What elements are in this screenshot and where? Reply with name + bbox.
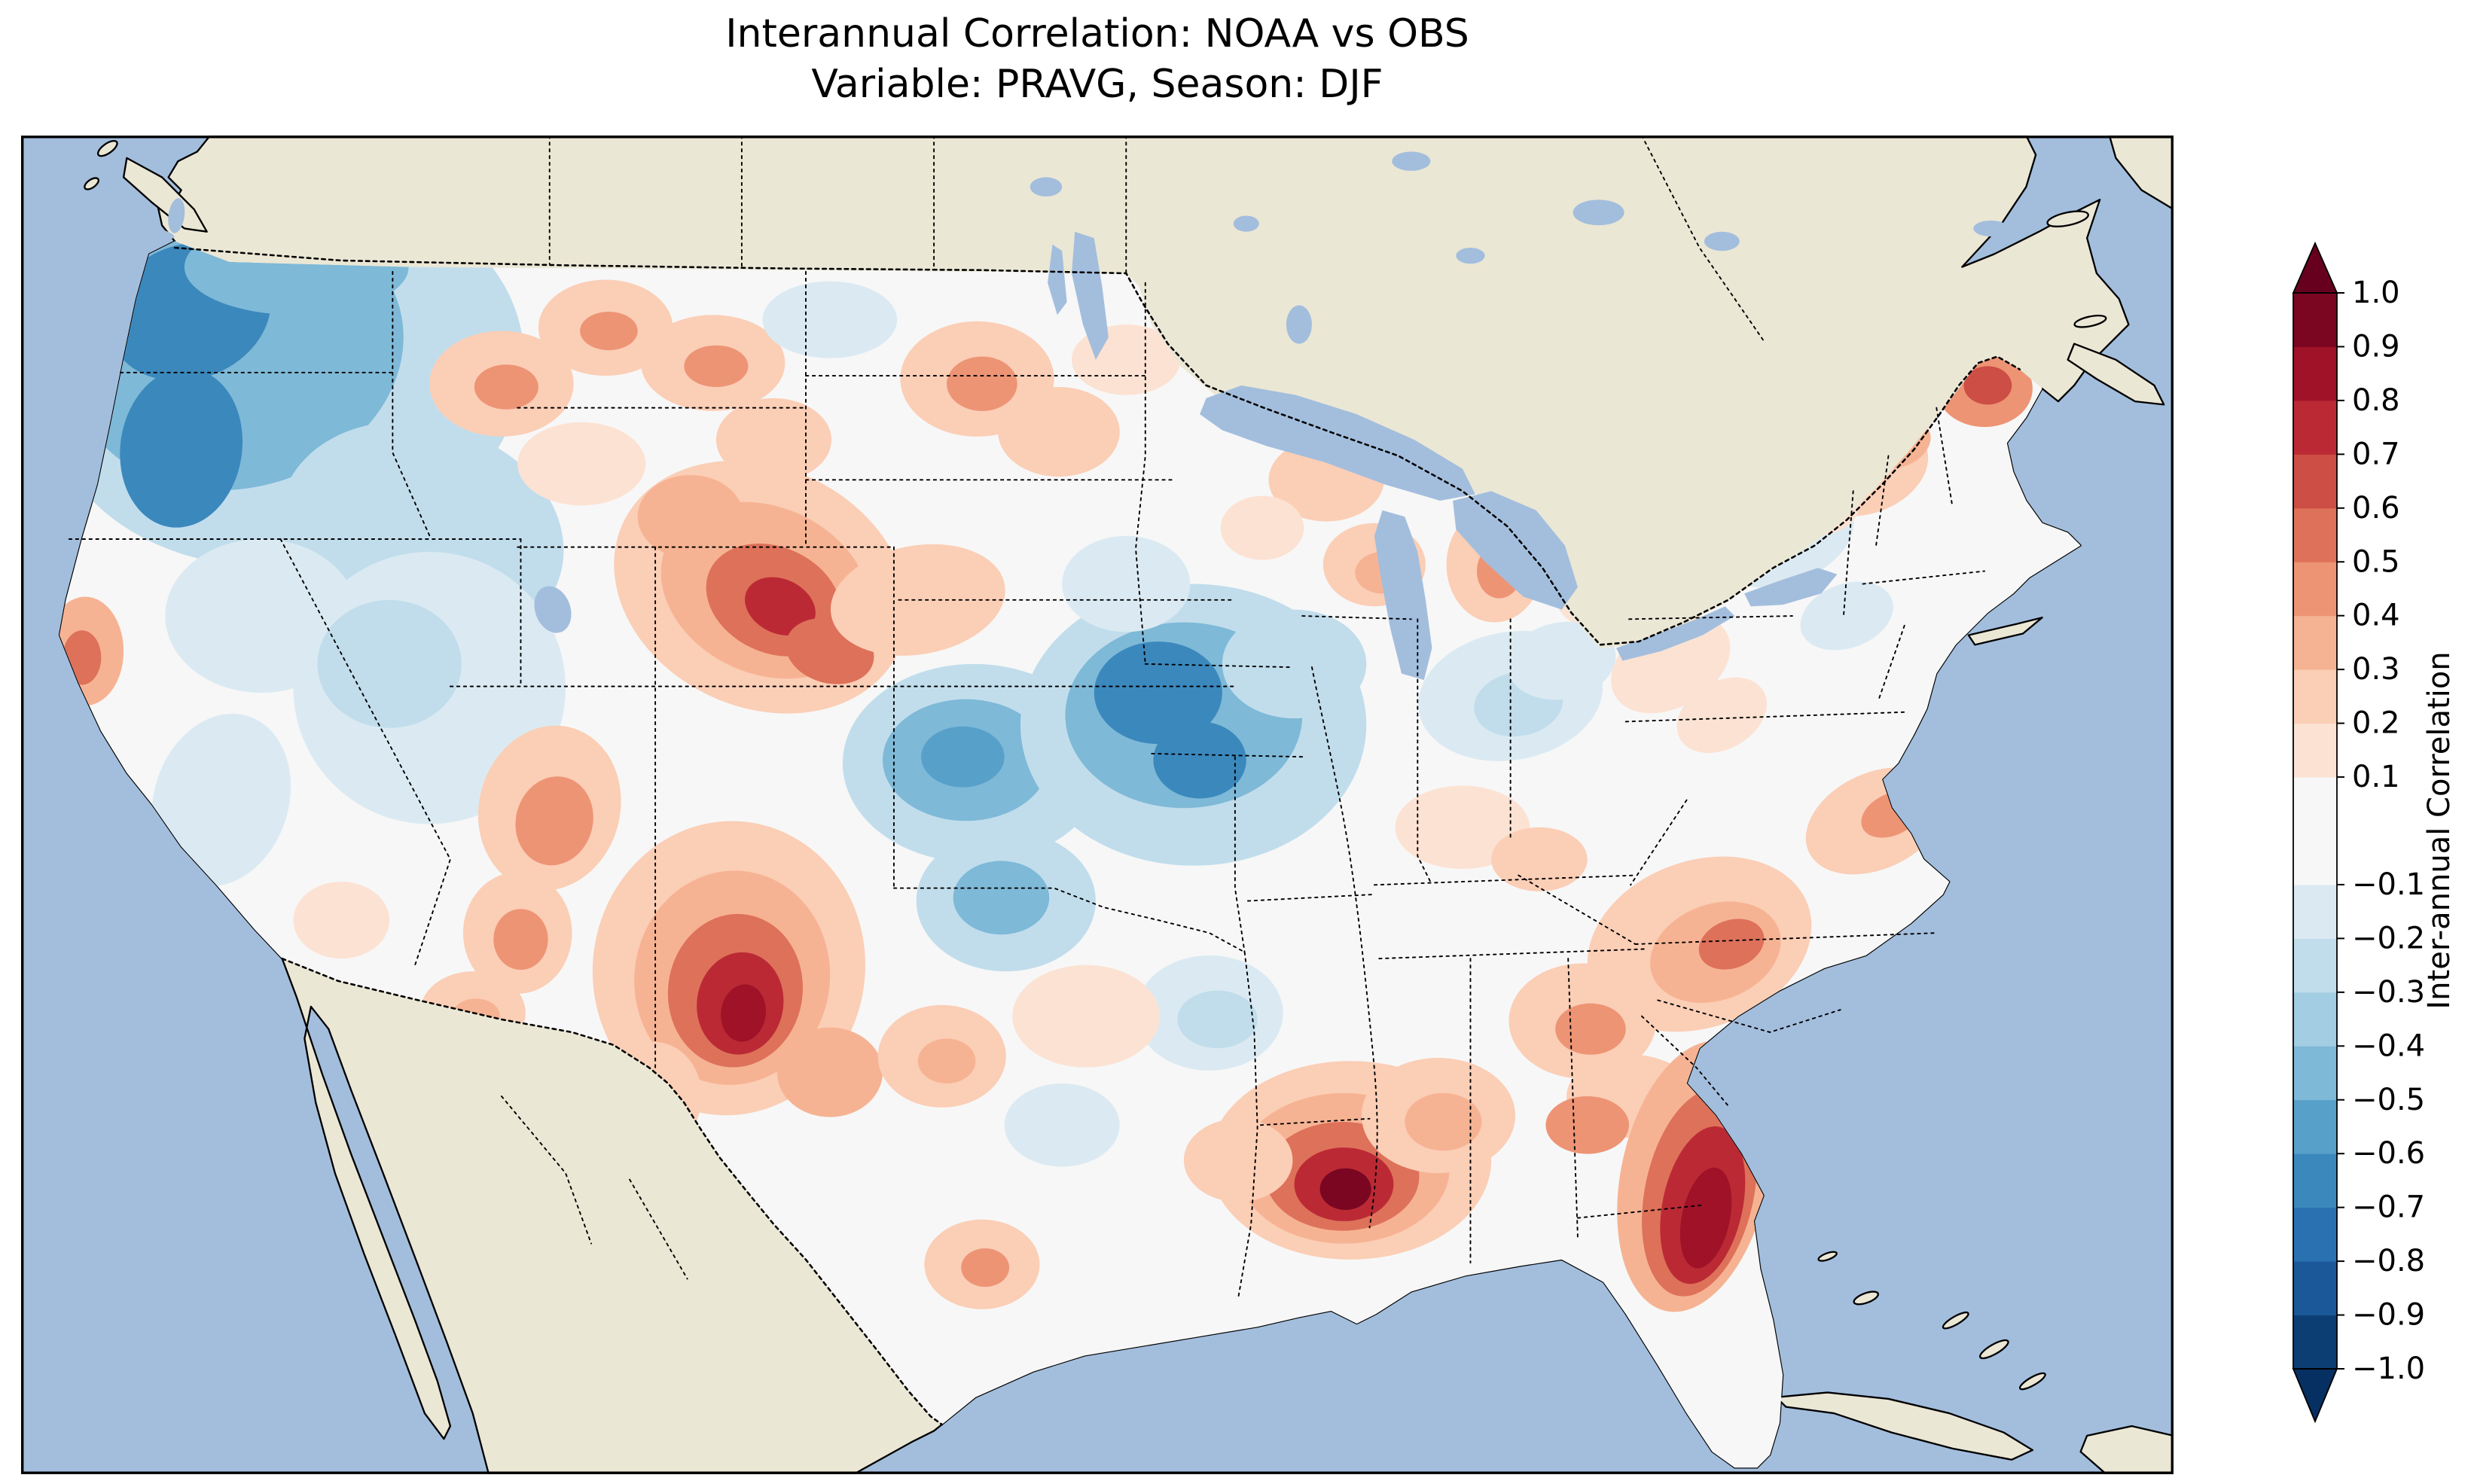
colorbar-bin	[2293, 1099, 2337, 1154]
colorbar-tick-label: −0.7	[2352, 1190, 2425, 1225]
colorbar-tick-label: −0.6	[2352, 1136, 2425, 1171]
colorbar-bin	[2293, 346, 2337, 401]
lake-superior	[1200, 385, 1475, 501]
colorbar-tick-label: −0.1	[2352, 867, 2425, 902]
colorbar-bin	[2293, 723, 2337, 778]
colorbar-bin	[2293, 777, 2337, 885]
colorbar-tick-label: −0.3	[2352, 975, 2425, 1010]
national-borders	[173, 246, 2021, 1426]
blob-southeast-positive	[1508, 767, 1946, 1079]
islands	[84, 136, 2174, 1474]
blob-southwest-positive	[462, 725, 883, 1151]
state-boundaries	[68, 136, 1986, 1299]
map-panel	[21, 136, 2174, 1474]
blob-colorado-wyoming-positive	[614, 460, 1005, 714]
colorbar-tick-label: 0.5	[2352, 544, 2400, 579]
colorbar-bin	[2293, 1153, 2337, 1208]
colorbar-tick-label: −0.5	[2352, 1083, 2425, 1117]
colorbar-tick-label: 0.7	[2352, 437, 2400, 471]
colorbar-tick-label: −1.0	[2352, 1351, 2425, 1386]
colorbar-tick-label: 0.8	[2352, 383, 2400, 418]
lake-huron	[1453, 491, 1578, 610]
colorbar-tick-label: −0.9	[2352, 1298, 2425, 1333]
lake-winnipeg	[1071, 231, 1109, 360]
colorbar-bin	[2293, 615, 2337, 670]
colorbar-tick-label: 0.2	[2352, 706, 2400, 741]
title-line-1: Interannual Correlation: NOAA vs OBS	[725, 11, 1469, 56]
colorbar-bins	[2293, 293, 2337, 1370]
puget-sound	[168, 198, 185, 233]
cuba	[1775, 1391, 2034, 1461]
title-line-2: Variable: PRAVG, Season: DJF	[811, 61, 1383, 107]
colorbar-tick-label: 0.9	[2352, 329, 2400, 364]
hispaniola	[2079, 1425, 2174, 1474]
us-correlation-map	[21, 136, 2174, 1474]
figure-title: Interannual Correlation: NOAA vs OBS Var…	[21, 9, 2174, 109]
us-canada-border	[173, 246, 2021, 646]
blob-plains-negative	[842, 663, 1106, 972]
newfoundland	[2108, 136, 2174, 211]
vancouver-island	[122, 157, 208, 233]
colorbar-tick-label: 0.1	[2352, 760, 2400, 794]
colorbar-outline	[2292, 292, 2338, 1370]
colorbar-bin	[2293, 293, 2337, 347]
map-frame	[21, 136, 2174, 1474]
colorbar-tick-label: −0.2	[2352, 921, 2425, 955]
colorbar-arrow-top	[2292, 241, 2338, 294]
colorbar-ticks: 1.0 0.9 0.8 0.7 0.6 0.5 0.4 0.3 0.2 0.1 −0.1 −0.2 −0…	[2337, 276, 2425, 1386]
colorbar-bin	[2293, 1207, 2337, 1262]
colorbar-bin	[2293, 884, 2337, 939]
prince-edward-island	[2073, 314, 2107, 328]
colorbar-tick-label: 0.4	[2352, 599, 2400, 633]
colorbar-axis-label: Inter-annual Correlation	[2422, 651, 2457, 1009]
nova-scotia	[2067, 343, 2165, 406]
great-salt-lake	[534, 586, 572, 633]
colorbar-bin	[2293, 1046, 2337, 1101]
blob-texas-mixed	[877, 964, 1160, 1309]
blob-gulf-coast-positive	[1183, 1057, 1516, 1260]
colorbar-arrow-bottom	[2292, 1368, 2338, 1423]
blob-pacific-northwest-negative	[59, 241, 564, 651]
blob-mid-south-positive	[1395, 785, 1588, 891]
colorbar-bin	[2293, 400, 2337, 455]
colorbar-bin	[2293, 1261, 2337, 1316]
colorbar-bin	[2293, 992, 2337, 1047]
lakes	[124, 151, 2009, 681]
long-island	[1967, 617, 2043, 646]
colorbar-bin	[2293, 507, 2337, 562]
colorbar-bin	[2293, 562, 2337, 617]
colorbar-tick-label: −0.4	[2352, 1028, 2425, 1063]
colorbar-svg: 1.0 0.9 0.8 0.7 0.6 0.5 0.4 0.3 0.2 0.1 −0.1 −0.2 −0…	[2292, 241, 2457, 1423]
colorbar-bin	[2293, 669, 2337, 724]
blob-midwest-negative	[1020, 535, 1367, 1071]
lake-erie	[1615, 606, 1735, 661]
lake-ontario	[1744, 568, 1838, 607]
bahamas	[1942, 1311, 1969, 1330]
blob-northern-rockies-positive	[429, 279, 898, 506]
colorbar-bin	[2293, 454, 2337, 509]
colorbar-bin	[2293, 938, 2337, 993]
blob-northern-plains-positive	[900, 321, 1181, 477]
colorbar-tick-label: −0.8	[2352, 1244, 2425, 1278]
anticosti-island	[2046, 210, 2089, 227]
blob-great-basin-negative	[165, 539, 566, 824]
lake-michigan	[1374, 510, 1432, 681]
us-mexico-border	[281, 957, 944, 1426]
colorbar-tick-label: 1.0	[2352, 276, 2400, 310]
strait-juan-de-fuca	[124, 224, 175, 239]
colorbar-tick-label: 0.6	[2352, 491, 2400, 526]
colorbar-panel: 1.0 0.9 0.8 0.7 0.6 0.5 0.4 0.3 0.2 0.1 −0.1 −0.2 −0…	[2274, 226, 2474, 1431]
colorbar-bin	[2293, 1315, 2337, 1370]
colorbar-tick-label: 0.3	[2352, 652, 2400, 687]
